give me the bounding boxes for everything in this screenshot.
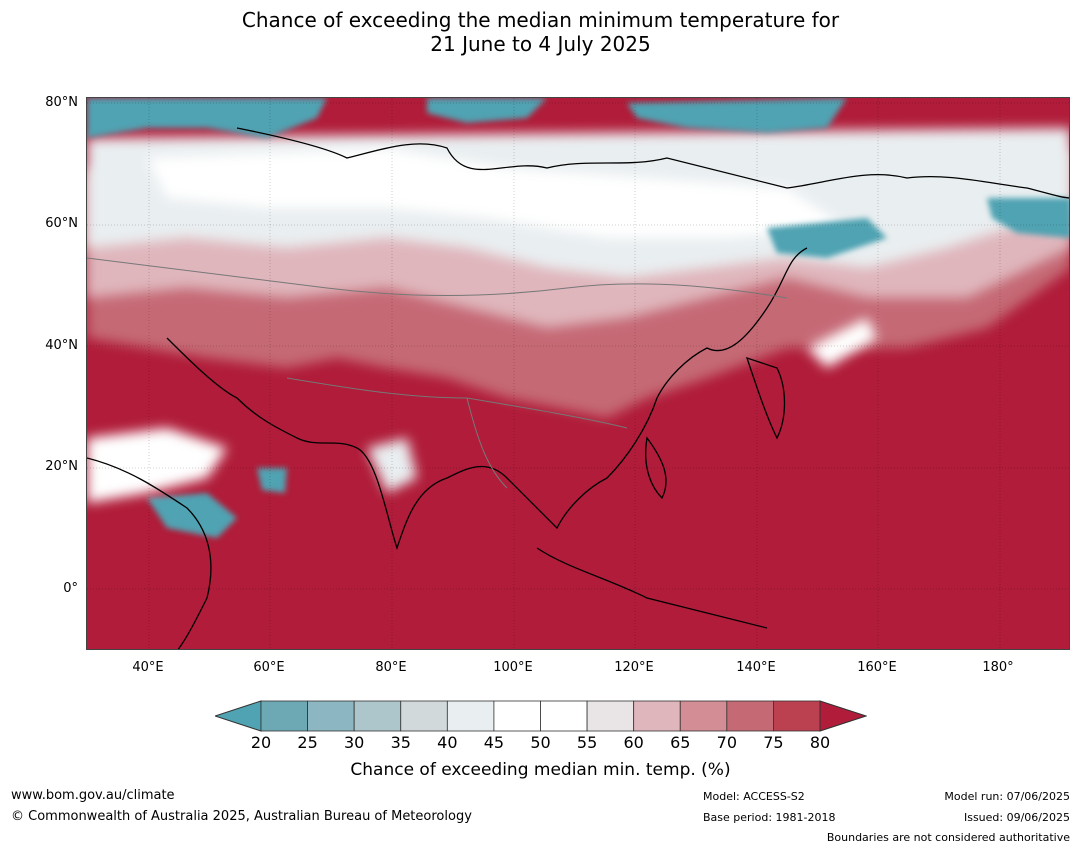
colorbar-tick-label: 25 bbox=[297, 733, 318, 752]
lat-label-0: 0° bbox=[63, 581, 78, 596]
taiwan-philippines-coastline bbox=[645, 436, 667, 500]
colorbar-cell bbox=[260, 700, 308, 732]
low-probability-area-okhotsk bbox=[767, 218, 887, 258]
white-region-arabia bbox=[87, 428, 227, 503]
lon-label-60e: 60°E bbox=[253, 660, 285, 675]
lon-label-100e: 100°E bbox=[493, 660, 533, 675]
colorbar-tick-label: 55 bbox=[576, 733, 598, 752]
low-probability-area-arctic-central bbox=[427, 98, 547, 123]
title-line-1: Chance of exceeding the median minimum t… bbox=[241, 8, 840, 32]
copyright-text: © Commonwealth of Australia 2025, Austra… bbox=[11, 809, 472, 824]
colorbar-cells bbox=[260, 700, 821, 732]
colorbar-tick-label: 30 bbox=[343, 733, 365, 752]
model-run-text: Model run: 07/06/2025 bbox=[944, 790, 1070, 803]
white-region-kuril bbox=[807, 318, 877, 368]
neutral-region-india bbox=[367, 438, 417, 493]
colorbar-cell bbox=[307, 700, 355, 732]
colorbar-cell bbox=[586, 700, 635, 732]
graticule bbox=[87, 98, 1069, 649]
asia-coastline bbox=[166, 247, 808, 551]
colorbar-tick-label: 45 bbox=[483, 733, 505, 752]
map-canvas bbox=[87, 98, 1069, 649]
colorbar-tick-label: 50 bbox=[530, 733, 551, 752]
lat-label-60n: 60°N bbox=[45, 216, 78, 231]
lat-label-40n: 40°N bbox=[45, 338, 78, 353]
lon-label-120e: 120°E bbox=[614, 660, 654, 675]
japan-coastline bbox=[745, 356, 786, 440]
lon-label-40e: 40°E bbox=[132, 660, 164, 675]
colorbar-tick-label: 20 bbox=[250, 733, 272, 752]
low-probability-area-bering bbox=[987, 198, 1069, 238]
white-region bbox=[147, 148, 847, 238]
forecast-map bbox=[86, 97, 1070, 650]
country-borders bbox=[87, 257, 788, 489]
colorbar-tick-label: 75 bbox=[763, 733, 784, 752]
colorbar-cell bbox=[540, 700, 588, 732]
colorbar-tick-label: 70 bbox=[716, 733, 738, 752]
colorbar-cell bbox=[633, 700, 681, 732]
colorbar-tick-label: 65 bbox=[670, 733, 691, 752]
disclaimer-text: Boundaries are not considered authoritat… bbox=[826, 831, 1070, 844]
colorbar-cell bbox=[353, 700, 402, 732]
colorbar-label: Chance of exceeding median min. temp. (%… bbox=[350, 760, 731, 780]
low-probability-area-arabian-sea bbox=[257, 468, 287, 493]
africa-coastline bbox=[87, 457, 212, 649]
colorbar bbox=[215, 700, 867, 732]
lat-label-20n: 20°N bbox=[45, 459, 78, 474]
arctic-coastline bbox=[236, 127, 1069, 199]
colorbar-tick-label: 60 bbox=[623, 733, 644, 752]
model-text: Model: ACCESS-S2 bbox=[703, 790, 805, 803]
colorbar-tick-label: 40 bbox=[437, 733, 458, 752]
low-probability-area-arabia bbox=[147, 493, 237, 538]
lat-label-80n: 80°N bbox=[45, 95, 78, 110]
lon-label-80e: 80°E bbox=[375, 660, 407, 675]
map-title: Chance of exceeding the median minimum t… bbox=[0, 8, 1081, 56]
issued-text: Issued: 09/06/2025 bbox=[963, 811, 1070, 824]
colorbar-cell bbox=[446, 700, 495, 732]
colorbar-arrow-high bbox=[819, 700, 867, 732]
base-period-text: Base period: 1981-2018 bbox=[703, 811, 836, 824]
website-link[interactable]: www.bom.gov.au/climate bbox=[11, 788, 175, 803]
colorbar-cell bbox=[773, 700, 821, 732]
colorbar-cell bbox=[400, 700, 448, 732]
colorbar-cell bbox=[726, 700, 774, 732]
lon-label-140e: 140°E bbox=[736, 660, 776, 675]
lon-label-180: 180° bbox=[982, 660, 1014, 675]
low-probability-area-arctic-west bbox=[87, 98, 327, 138]
colorbar-cell bbox=[679, 700, 728, 732]
colorbar-tick-label: 35 bbox=[390, 733, 411, 752]
colorbar-cell bbox=[493, 700, 541, 732]
indonesia-coastline bbox=[536, 547, 768, 629]
lon-label-160e: 160°E bbox=[857, 660, 897, 675]
colorbar-tick-label: 80 bbox=[809, 733, 831, 752]
colorbar-arrow-low bbox=[215, 700, 262, 732]
title-line-2: 21 June to 4 July 2025 bbox=[430, 32, 651, 56]
coastlines bbox=[87, 127, 1069, 649]
low-probability-area-arctic-east bbox=[627, 98, 847, 133]
